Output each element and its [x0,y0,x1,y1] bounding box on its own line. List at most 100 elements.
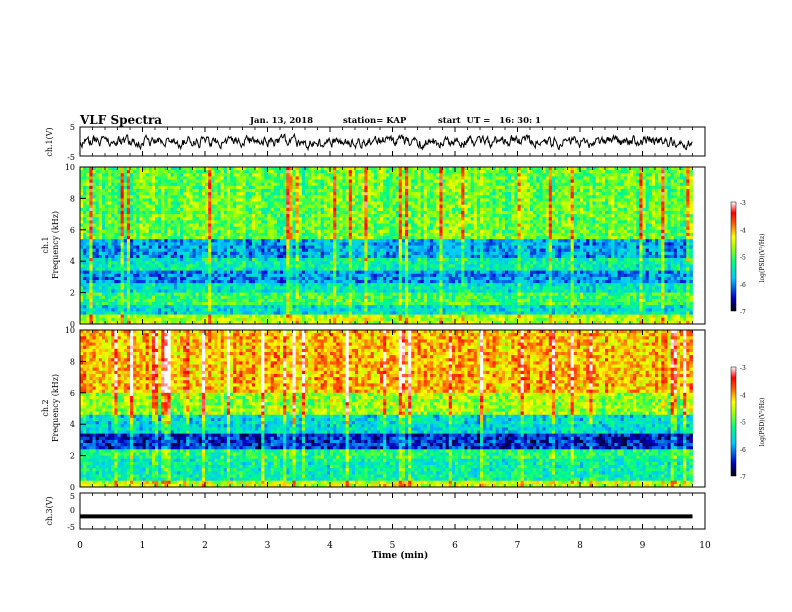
ch1-spectrogram-cell [192,236,197,240]
ch1-spectrogram-cell [317,176,322,180]
ch1-spectrogram-cell [492,195,497,199]
ch1-spectrogram-cell [101,179,106,184]
ch1-spectrogram-cell [458,167,462,171]
ch1-spectrogram-cell [233,192,237,196]
ch1-spectrogram-cell [664,204,668,209]
ch1-spectrogram-cell [251,198,256,202]
ch1-spectrogram-cell [264,232,268,237]
ch1-spectrogram-cell [405,207,409,212]
ch1-spectrogram-cell [655,242,659,246]
ch1-spectrogram-cell [320,170,325,174]
ch1-spectrogram-cell [595,226,600,231]
ch1-spectrogram-cell [111,170,115,174]
ch1-spectrogram-cell [439,198,443,202]
ch1-spectrogram-cell [380,170,384,174]
ch1-spectrogram-cell [605,170,609,174]
ch1-spectrogram-cell [214,170,218,174]
ch1-spectrogram-cell [255,232,259,237]
ch1-spectrogram-cell [686,239,690,243]
ch1-spectrogram-cell [205,185,209,190]
ch1-spectrogram-cell [676,173,681,177]
ch1-spectrogram-cell [580,173,584,177]
ch1-spectrogram-cell [148,217,153,221]
ch1-spectrogram-cell [105,204,109,209]
ch1-spectrogram-cell [373,185,378,190]
ch1-spectrogram-cell [239,214,243,218]
ch1-spectrogram-cell [323,176,328,180]
ch1-spectrogram-cell [270,188,275,193]
ch1-spectrogram-cell [455,223,459,228]
ch1-spectrogram-cell [308,176,312,180]
ch1-spectrogram-cell [486,192,490,196]
ch1-spectrogram-cell [392,188,397,193]
ch1-spectrogram-cell [583,176,587,180]
ch1-spectrogram-cell [611,214,615,218]
ch1-spectrogram-cell [661,185,665,190]
ch1-spectrogram-cell [276,226,281,231]
ch1-spectrogram-cell [470,173,475,177]
ch1-spectrogram-cell [651,220,656,224]
ch1-spectrogram-cell [105,236,109,240]
ch1-spectrogram-cell [133,217,137,221]
ch1-spectrogram-cell [148,170,153,174]
ch1-spectrogram-cell [348,182,353,187]
ch1-spectrogram-cell [123,236,128,240]
ch1-spectrogram-cell [89,167,93,171]
ch1-spectrogram-cell [436,207,440,212]
ch1-spectrogram-cell [330,232,334,237]
ch1-spectrogram-cell [167,245,172,250]
ch1-spectrogram-cell [508,210,512,215]
ch1-spectrogram-cell [226,179,231,184]
ch1-spectrogram-cell [564,185,568,190]
ch1-spectrogram-cell [367,214,372,218]
ch1-spectrogram-cell [155,170,159,174]
ch1-spectrogram-cell [583,232,587,237]
ch1-spectrogram-cell [448,232,453,237]
ch1-spectrogram-cell [423,207,428,212]
ch1-spectrogram-cell [451,236,456,240]
ch1-spectrogram-cell [439,232,443,237]
ch1-spectrogram-cell [408,214,412,218]
ch1-spectrogram-cell [536,170,540,174]
ch1-spectrogram-cell [583,170,587,174]
ch1-spectrogram-cell [626,242,631,246]
ch1-spectrogram-cell [305,239,309,243]
ch1-spectrogram-cell [211,167,215,171]
ch1-spectrogram-cell [280,245,284,250]
ch1-spectrogram-cell [533,201,537,206]
ch1-spectrogram-cell [658,198,662,202]
ch1-spectrogram-cell [486,198,490,202]
ch1-spectrogram-cell [286,195,290,199]
ch1-spectrogram-cell [608,207,612,212]
ch1-spectrogram-cell [289,217,293,221]
ch1-spectrogram-cell [451,173,456,177]
ch1-spectrogram-cell [426,167,431,171]
ch1-spectrogram-cell [133,176,137,180]
ch1-spectrogram-cell [317,182,322,187]
ch1-spectrogram-cell [298,245,303,250]
ch1-spectrogram-cell [348,223,353,228]
ch1-spectrogram-cell [655,204,659,209]
ch1-spectrogram-cell [89,195,93,199]
ch1-spectrogram-cell [401,223,406,228]
ch1-spectrogram-cell [123,229,128,234]
ch1-spectrogram-cell [501,217,506,221]
ch1-spectrogram-cell [614,226,618,231]
ch1-spectrogram-cell [211,170,215,174]
ch1-spectrogram-cell [220,188,225,193]
ch1-spectrogram-cell [455,217,459,221]
ch1-spectrogram-cell [517,170,522,174]
ch1-spectrogram-cell [314,182,318,187]
ch1-spectrogram-cell [351,201,356,206]
ch1-spectrogram-cell [564,198,568,202]
ch1-spectrogram-cell [223,192,228,196]
ch1-spectrogram-cell [308,185,312,190]
ch1-spectrogram-cell [330,239,334,243]
ch1-spectrogram-cell [198,236,203,240]
ch1-spectrogram-cell [292,217,297,221]
ch1-spectrogram-cell [333,236,337,240]
ch1-spectrogram-cell [436,229,440,234]
ch1-spectrogram-cell [630,220,634,224]
ch1-spectrogram-cell [367,232,372,237]
ch1-spectrogram-cell [598,173,603,177]
